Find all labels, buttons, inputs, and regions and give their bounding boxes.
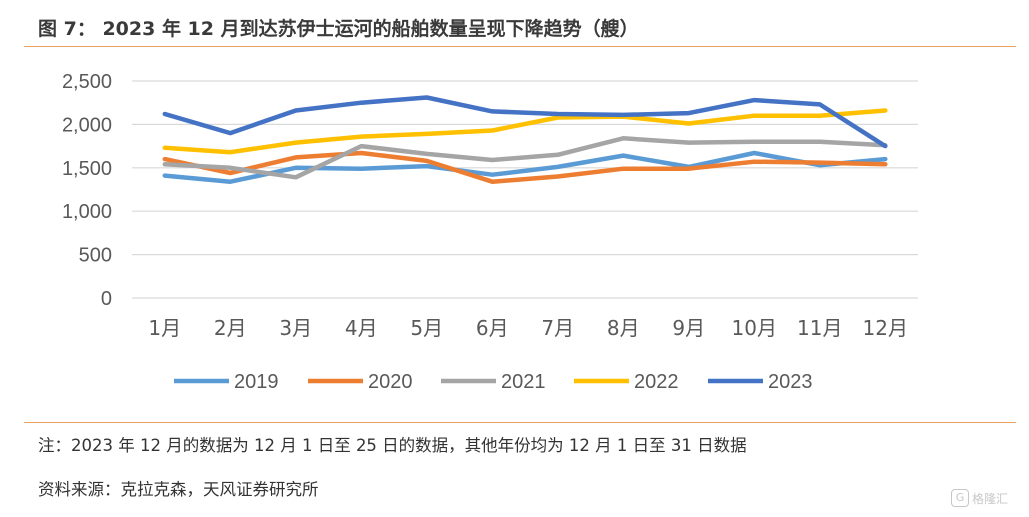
y-tick-label: 1,000 — [62, 201, 112, 223]
x-tick-label: 11月 — [797, 316, 842, 340]
bottom-divider — [24, 422, 1016, 423]
series-line-2019 — [162, 150, 888, 184]
top-divider — [24, 46, 1016, 47]
y-tick-label: 2,000 — [62, 114, 112, 136]
x-tick-label: 10月 — [732, 316, 777, 340]
x-tick-label: 5月 — [410, 316, 443, 340]
x-tick-label: 8月 — [607, 316, 640, 340]
y-tick-label: 500 — [79, 245, 112, 267]
legend-label-2020: 2020 — [368, 371, 413, 393]
figure-title: 图 7： 2023 年 12 月到达苏伊士运河的船舶数量呈现下降趋势（艘） — [38, 18, 639, 40]
series-lines — [162, 95, 888, 184]
x-tick-label: 2月 — [214, 316, 247, 340]
legend: 2019 2020 2021 2022 2023 — [174, 371, 813, 393]
y-tick-label: 1,500 — [62, 158, 112, 180]
watermark-text: 格隆汇 — [972, 491, 1009, 506]
x-tick-label: 9月 — [672, 316, 705, 340]
y-tick-label: 2,500 — [62, 71, 112, 93]
x-tick-label: 7月 — [541, 316, 574, 340]
g-logo-icon: G — [951, 489, 969, 507]
x-tick-label: 1月 — [148, 316, 181, 340]
x-tick-label: 4月 — [345, 316, 378, 340]
series-line-2023 — [162, 95, 888, 149]
y-tick-label: 0 — [101, 288, 112, 310]
watermark: G 格隆汇 — [951, 487, 1015, 509]
legend-label-2019: 2019 — [234, 371, 279, 393]
legend-label-2023: 2023 — [768, 371, 813, 393]
chart-note: 注：2023 年 12 月的数据为 12 月 1 日至 25 日的数据，其他年份… — [38, 436, 747, 455]
x-tick-label: 3月 — [279, 316, 312, 340]
y-axis-ticks: 0 500 1,000 1,500 2,000 2,500 — [62, 71, 112, 310]
series-line-2022 — [162, 108, 888, 155]
series-line-2021 — [162, 136, 888, 180]
series-line-2020 — [162, 150, 888, 184]
x-axis-ticks: 1月 2月 3月 4月 5月 6月 7月 8月 9月 10月 11月 12月 — [148, 316, 908, 340]
x-tick-label: 12月 — [863, 316, 908, 340]
legend-label-2022: 2022 — [634, 371, 679, 393]
x-tick-label: 6月 — [476, 316, 509, 340]
chart-source: 资料来源：克拉克森，天风证券研究所 — [38, 480, 319, 499]
legend-label-2021: 2021 — [501, 371, 546, 393]
line-chart: 0 500 1,000 1,500 2,000 2,500 1月 2月 3月 4月 5月 6月 7月 8… — [62, 71, 918, 393]
